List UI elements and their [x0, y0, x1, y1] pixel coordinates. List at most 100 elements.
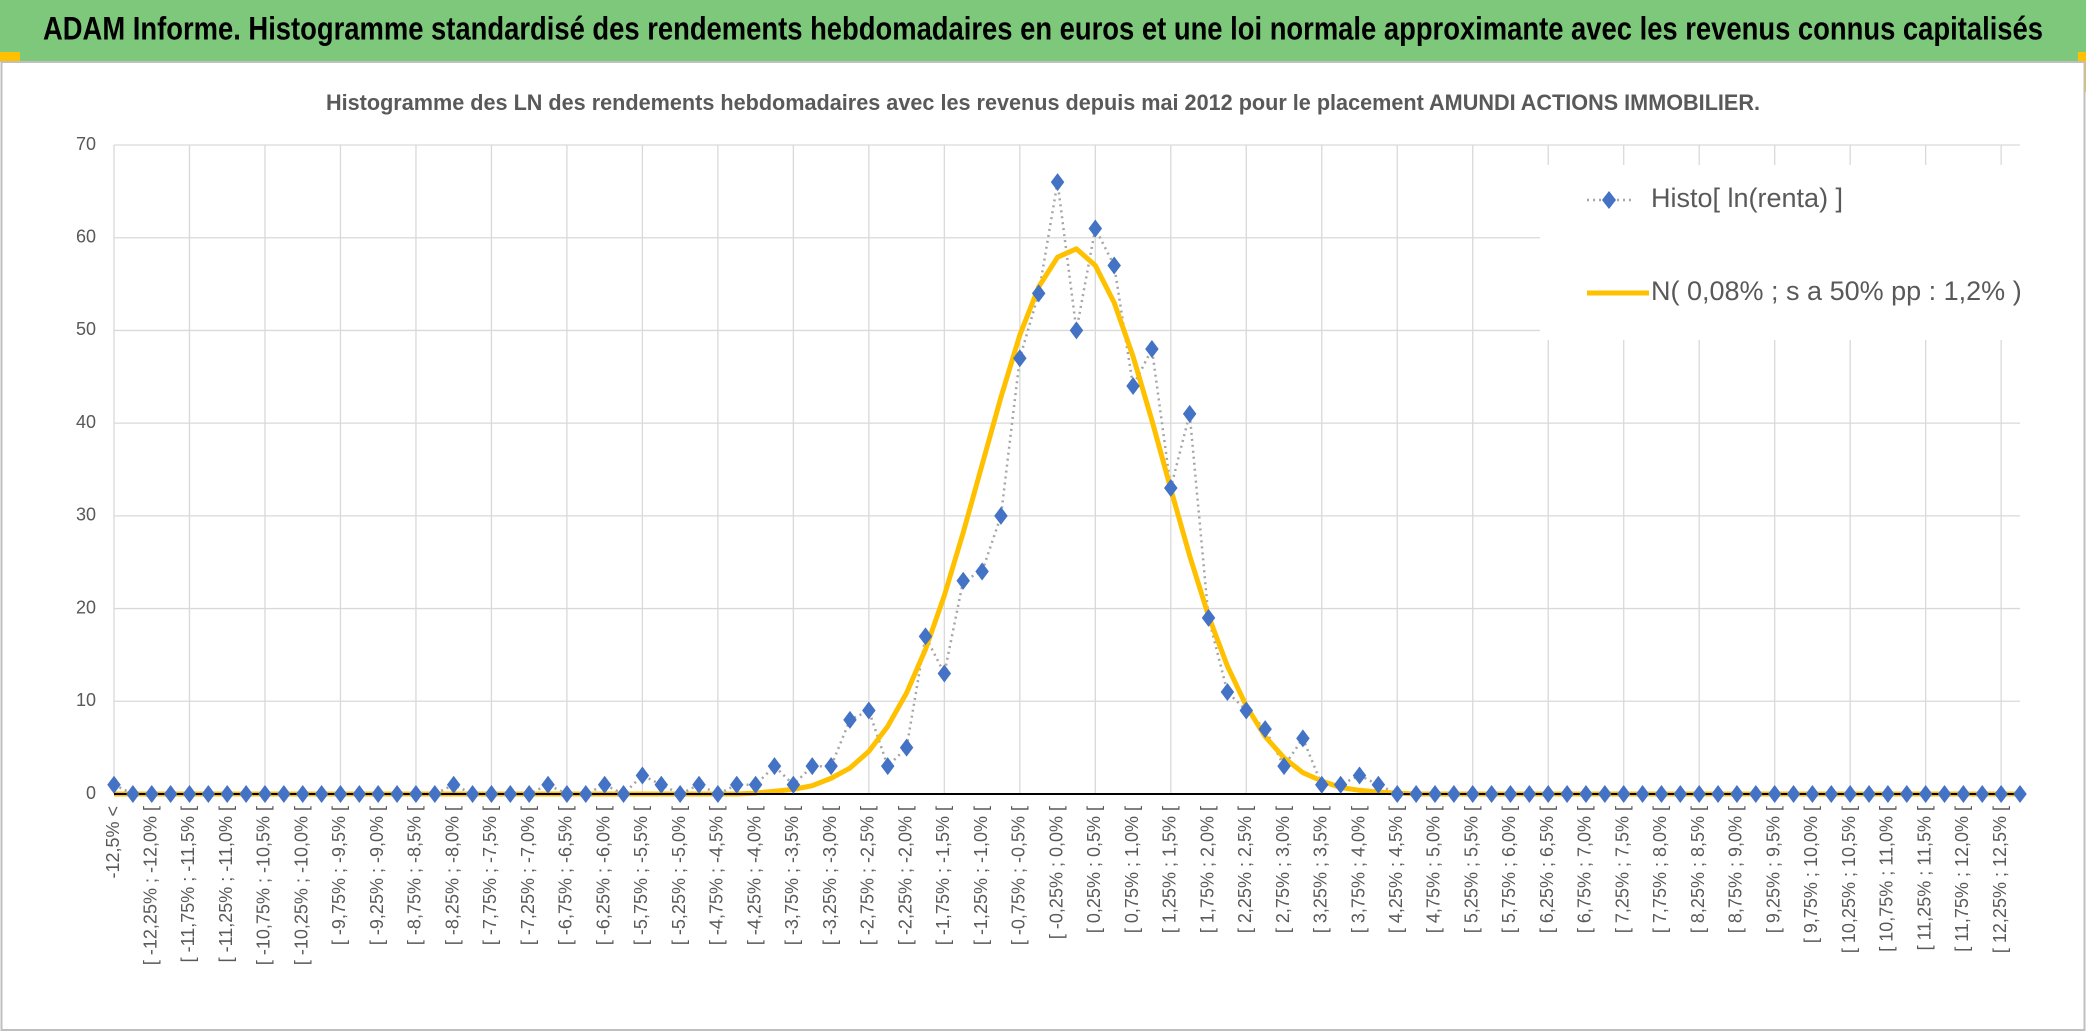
data-point	[1409, 785, 1423, 803]
x-tick-label: [ -1,75% ; -1,5% [	[933, 806, 953, 945]
x-tick-label: [ 0,25% ; 0,5% [	[1084, 806, 1104, 933]
x-tick-label: [ 8,25% ; 8,5% [	[1688, 806, 1708, 933]
data-point	[1767, 785, 1782, 803]
x-tick-label: [ -3,75% ; -3,5% [	[782, 806, 802, 945]
data-point	[1692, 785, 1706, 803]
data-point	[730, 775, 744, 794]
data-point	[748, 775, 763, 794]
y-tick-label: 10	[76, 690, 96, 710]
x-tick-label: [ 6,25% ; 6,5% [	[1537, 806, 1557, 933]
data-point	[1315, 775, 1329, 794]
data-point	[711, 785, 725, 803]
data-point	[862, 701, 876, 720]
data-point	[1107, 256, 1121, 275]
data-point	[503, 785, 518, 803]
x-tick-label: [ -0,25% ; 0,0% [	[1046, 806, 1066, 939]
data-point	[1333, 775, 1348, 794]
data-point	[1805, 785, 1820, 803]
data-point	[1088, 219, 1103, 238]
x-tick-label: [ -5,75% ; -5,5% [	[631, 806, 651, 945]
data-point	[1541, 785, 1555, 803]
x-tick-label: [ 12,25% ; 12,5% [	[1990, 806, 2010, 953]
data-point	[654, 775, 669, 794]
header-bar	[0, 0, 2086, 62]
y-tick-label: 50	[76, 319, 96, 339]
y-tick-label: 40	[76, 412, 96, 432]
data-point	[465, 785, 480, 803]
data-point	[239, 785, 253, 803]
data-point	[786, 775, 801, 794]
x-tick-label: [ -10,25% ; -10,0% [	[291, 806, 311, 965]
x-tick-label: [ -5,25% ; -5,0% [	[669, 806, 689, 945]
y-tick-label: 30	[76, 505, 96, 525]
data-point	[1352, 766, 1367, 785]
data-point	[1654, 785, 1669, 803]
data-point	[956, 571, 970, 590]
data-point	[1730, 785, 1744, 803]
data-point	[390, 785, 404, 803]
data-point	[1371, 775, 1386, 794]
data-point	[1824, 785, 1839, 803]
data-point	[767, 757, 782, 776]
data-point	[994, 506, 1008, 525]
data-point	[560, 785, 574, 803]
data-point	[314, 785, 329, 803]
data-point	[597, 775, 612, 794]
data-point	[1635, 785, 1650, 803]
data-point	[1881, 785, 1895, 803]
data-point	[1786, 785, 1801, 803]
y-tick-label: 60	[76, 226, 96, 246]
data-point	[975, 562, 989, 581]
x-tick-label: [ 1,75% ; 2,0% [	[1197, 806, 1217, 933]
x-tick-label: [ 0,75% ; 1,0% [	[1122, 806, 1142, 933]
data-point	[1579, 785, 1593, 803]
data-point	[522, 785, 536, 803]
data-point	[1711, 785, 1725, 803]
data-point	[805, 757, 819, 776]
data-point	[1239, 701, 1254, 720]
data-point	[1390, 785, 1404, 803]
data-point	[1013, 349, 1027, 368]
y-tick-label: 0	[86, 783, 96, 803]
data-point	[1069, 321, 1084, 340]
data-point	[484, 785, 499, 803]
data-point	[843, 710, 857, 729]
x-tick-label: [ -8,25% ; -8,0% [	[442, 806, 462, 945]
y-tick-label: 70	[76, 134, 96, 154]
x-tick-label: [ 2,25% ; 2,5% [	[1235, 806, 1255, 933]
x-tick-label: [ -6,75% ; -6,5% [	[556, 806, 576, 945]
x-tick-label: -12,5% <	[103, 806, 123, 879]
data-point	[1428, 785, 1442, 803]
data-point	[182, 785, 197, 803]
corner-accent	[0, 52, 20, 62]
data-point	[1484, 785, 1499, 803]
data-point	[1050, 173, 1065, 192]
data-point	[277, 785, 291, 803]
data-point	[1447, 785, 1461, 803]
x-tick-label: [ 4,75% ; 5,0% [	[1424, 806, 1444, 933]
data-point	[824, 757, 838, 776]
data-point	[1862, 785, 1876, 803]
chart-title: Histogramme des LN des rendements hebdom…	[326, 90, 1760, 115]
data-point	[692, 775, 706, 794]
legend-label: Histo[ ln(renta) ]	[1651, 183, 1843, 213]
legend-marker	[1602, 191, 1616, 209]
data-point	[220, 785, 234, 803]
data-point	[1258, 720, 1272, 739]
data-point	[1164, 479, 1178, 498]
x-tick-label: [ -12,25% ; -12,0% [	[140, 806, 160, 965]
data-point	[1126, 377, 1140, 396]
x-tick-label: [ -4,25% ; -4,0% [	[744, 806, 764, 945]
x-tick-label: [ 4,25% ; 4,5% [	[1386, 806, 1406, 933]
x-tick-label: [ -9,75% ; -9,5% [	[329, 806, 349, 945]
x-tick-label: [ -9,25% ; -9,0% [	[367, 806, 387, 945]
x-tick-label: [ -2,25% ; -2,0% [	[895, 806, 915, 945]
x-tick-label: [ 9,25% ; 9,5% [	[1763, 806, 1783, 933]
data-point	[1975, 785, 1990, 803]
data-point	[1900, 785, 1914, 803]
y-tick-label: 20	[76, 597, 96, 617]
data-point	[107, 775, 121, 794]
data-point	[1277, 757, 1291, 776]
data-point	[1503, 785, 1518, 803]
